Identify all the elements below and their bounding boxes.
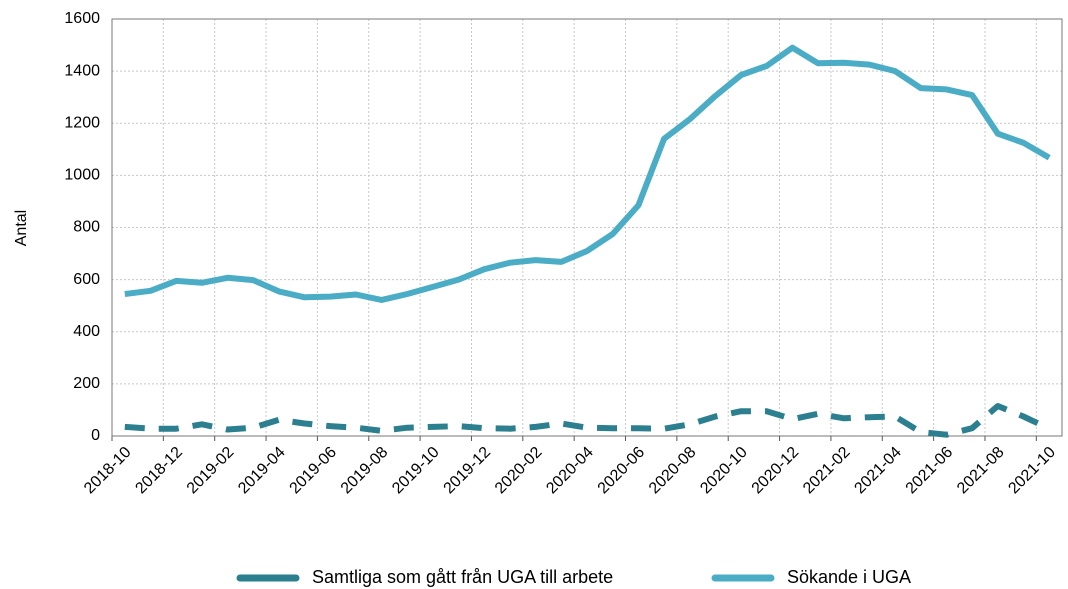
x-tick-label: 2019-02 <box>184 444 238 498</box>
y-axis-label: Antal <box>13 210 30 246</box>
legend-label: Samtliga som gått från UGA till arbete <box>312 567 613 587</box>
y-tick-label: 800 <box>73 219 100 236</box>
plot-frame <box>111 18 1063 437</box>
x-tick-label: 2021-06 <box>903 444 957 498</box>
x-tick-label: 2019-04 <box>235 444 289 498</box>
y-tick-label: 1000 <box>64 167 100 184</box>
x-tick-label: 2020-08 <box>646 444 700 498</box>
y-tick-label: 600 <box>73 271 100 288</box>
x-tick-label: 2021-08 <box>954 444 1008 498</box>
x-tick-label: 2020-10 <box>697 444 751 498</box>
y-tick-label: 0 <box>91 427 100 444</box>
x-tick-label: 2018-10 <box>81 444 135 498</box>
y-tick-label: 400 <box>73 323 100 340</box>
y-tick-label: 200 <box>73 375 100 392</box>
legend-label: Sökande i UGA <box>787 567 911 587</box>
x-tick-label: 2019-10 <box>389 444 443 498</box>
series-line <box>124 44 1051 303</box>
x-tick-label: 2020-12 <box>749 444 803 498</box>
x-tick-label: 2019-06 <box>287 444 341 498</box>
x-tick-label: 2020-04 <box>543 444 597 498</box>
y-tick-label: 1600 <box>64 10 100 27</box>
x-tick-label: 2021-10 <box>1005 444 1059 498</box>
x-tick-label: 2018-12 <box>132 444 186 498</box>
x-tick-label: 2019-08 <box>338 444 392 498</box>
x-tick-label: 2020-02 <box>492 444 546 498</box>
x-tick-label: 2021-02 <box>800 444 854 498</box>
series-line <box>124 403 1051 438</box>
x-tick-label: 2019-12 <box>441 444 495 498</box>
x-tick-label: 2021-04 <box>851 444 905 498</box>
y-tick-label: 1200 <box>64 114 100 131</box>
x-tick-label: 2020-06 <box>595 444 649 498</box>
y-tick-label: 1400 <box>64 62 100 79</box>
